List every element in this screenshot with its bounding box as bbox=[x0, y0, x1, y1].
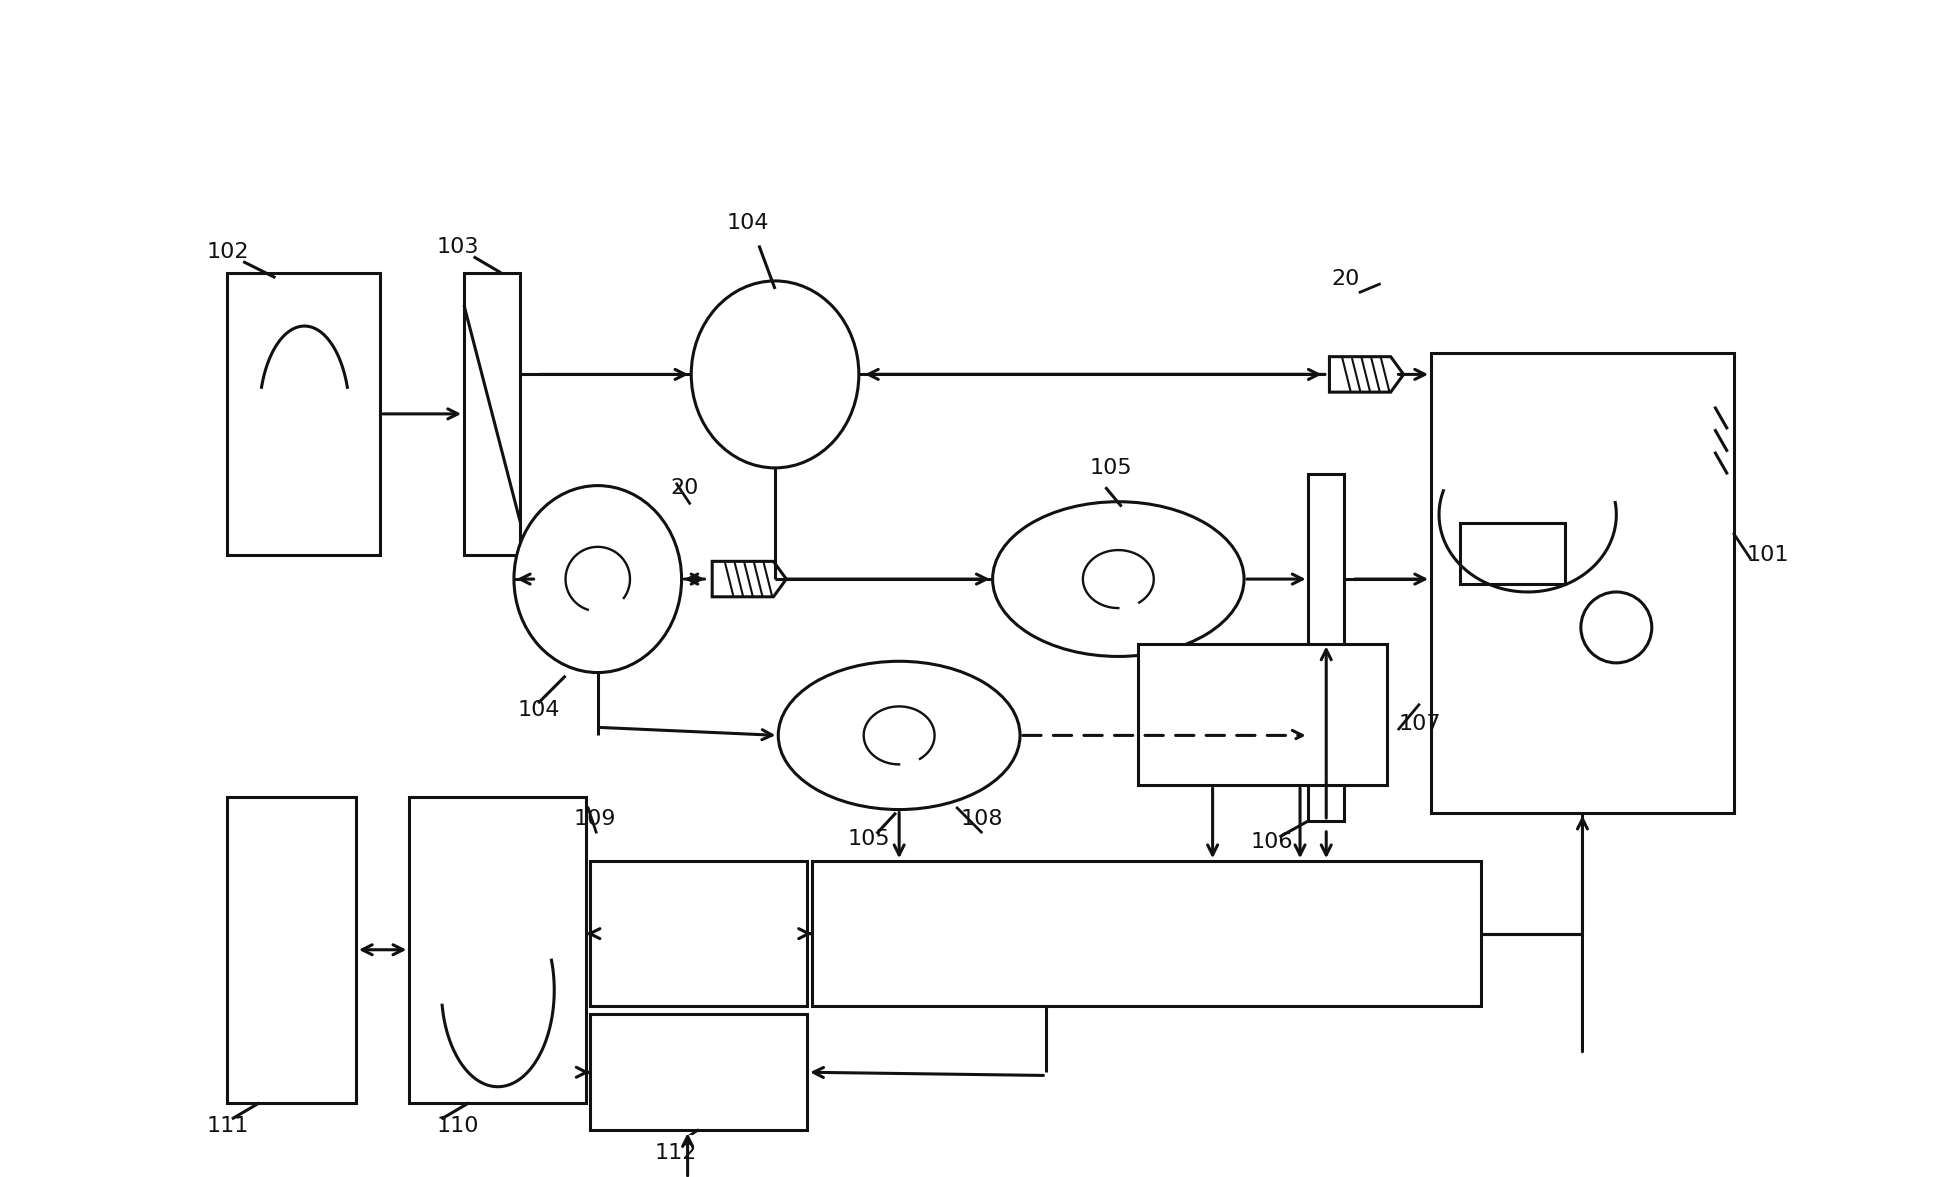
Text: 111: 111 bbox=[207, 1116, 248, 1136]
Text: 102: 102 bbox=[207, 241, 248, 261]
Text: 101: 101 bbox=[1746, 545, 1789, 565]
Circle shape bbox=[1580, 592, 1652, 663]
Polygon shape bbox=[713, 561, 787, 597]
FancyBboxPatch shape bbox=[812, 862, 1480, 1006]
FancyBboxPatch shape bbox=[1461, 523, 1564, 584]
Text: 106: 106 bbox=[1250, 832, 1293, 852]
Ellipse shape bbox=[992, 501, 1244, 657]
FancyBboxPatch shape bbox=[227, 797, 355, 1103]
FancyBboxPatch shape bbox=[1432, 353, 1734, 813]
FancyBboxPatch shape bbox=[410, 797, 586, 1103]
Text: 104: 104 bbox=[727, 213, 769, 233]
Ellipse shape bbox=[691, 281, 859, 468]
Text: 105: 105 bbox=[848, 829, 891, 849]
Text: 110: 110 bbox=[437, 1116, 478, 1136]
Text: 108: 108 bbox=[961, 809, 1004, 829]
Ellipse shape bbox=[514, 486, 682, 672]
Text: 105: 105 bbox=[1090, 458, 1133, 478]
FancyBboxPatch shape bbox=[227, 273, 381, 554]
Text: 104: 104 bbox=[518, 700, 561, 720]
FancyBboxPatch shape bbox=[1139, 644, 1387, 785]
FancyBboxPatch shape bbox=[1309, 474, 1344, 820]
FancyBboxPatch shape bbox=[465, 273, 519, 554]
Ellipse shape bbox=[777, 661, 1019, 810]
FancyBboxPatch shape bbox=[590, 1015, 807, 1130]
Text: 107: 107 bbox=[1398, 714, 1441, 734]
Text: 103: 103 bbox=[437, 237, 478, 257]
Text: 20: 20 bbox=[1332, 270, 1359, 290]
FancyBboxPatch shape bbox=[590, 862, 807, 1006]
Text: 109: 109 bbox=[574, 809, 615, 829]
Text: 112: 112 bbox=[654, 1143, 697, 1163]
Polygon shape bbox=[1330, 357, 1404, 392]
Text: 20: 20 bbox=[670, 479, 699, 499]
